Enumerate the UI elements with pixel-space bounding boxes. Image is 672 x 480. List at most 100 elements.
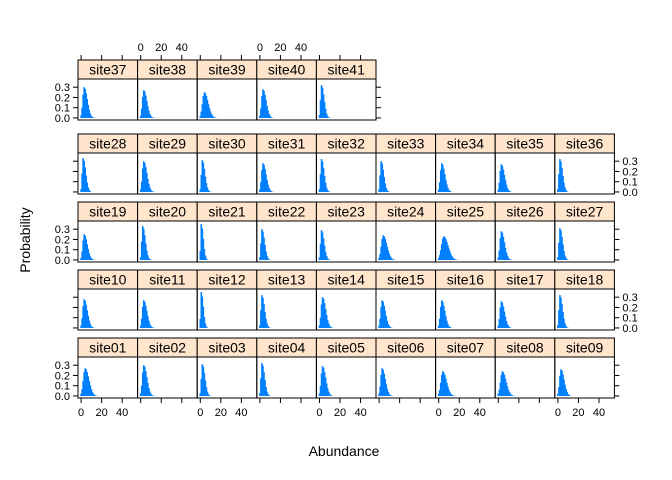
bars-site40	[259, 89, 281, 118]
panel-site20: site20	[137, 201, 198, 263]
panel-site32: site32	[315, 133, 377, 195]
bars-site22	[259, 229, 278, 260]
y-tick-label: 0.0	[622, 323, 637, 335]
x-axis-top-col-2: 0 20 40	[138, 42, 188, 60]
strip-label-site35: site35	[506, 136, 544, 152]
panel-site23: site23	[315, 201, 377, 263]
bars-site19	[80, 234, 103, 260]
panel-site35: site35	[494, 133, 556, 195]
strip-label-site33: site33	[387, 136, 425, 152]
strip-label-site13: site13	[268, 272, 306, 288]
strip-label-site02: site02	[149, 340, 187, 356]
x-tick-label: 20	[96, 407, 108, 419]
panel-site09: site09	[554, 337, 615, 399]
x-tick-label: 0	[436, 407, 442, 419]
strip-label-site01: site01	[89, 340, 127, 356]
y-tick-label: 0.1	[622, 177, 637, 189]
x-axis-title: Abundance	[309, 443, 380, 459]
y-axis-right-row-5	[614, 364, 620, 397]
strip-label-site25: site25	[447, 204, 485, 220]
panel-site05: site05	[315, 337, 377, 399]
x-tick-label: 40	[354, 407, 366, 419]
y-axis-left-row-5: 0.00.10.20.3	[55, 360, 78, 403]
y-axis-left-row-4	[73, 296, 78, 329]
bars-site05	[318, 366, 341, 396]
y-axis-right-row-4: 0.00.10.20.3	[614, 292, 638, 335]
bars-site35	[497, 164, 519, 192]
strip-label-site29: site29	[149, 136, 187, 152]
strip-label-site31: site31	[268, 136, 306, 152]
y-tick-label: 0.3	[55, 82, 70, 94]
x-tick-label: 0	[138, 42, 144, 54]
strip-label-site14: site14	[328, 272, 366, 288]
bars-site07	[437, 371, 465, 396]
x-tick-label: 20	[572, 407, 584, 419]
y-tick-label: 0.2	[622, 302, 637, 314]
strip-label-site28: site28	[89, 136, 127, 152]
panel-site37: site37	[77, 59, 139, 121]
strip-label-site23: site23	[328, 204, 366, 220]
panel-site01: site01	[77, 337, 139, 399]
panel-site25: site25	[435, 201, 496, 263]
strip-label-site38: site38	[149, 62, 187, 78]
y-axis-left-row-3: 0.00.10.20.3	[55, 224, 78, 267]
strip-label-site20: site20	[149, 204, 187, 220]
panel-border	[554, 152, 615, 195]
panel-site10: site10	[77, 269, 139, 331]
strip-label-site10: site10	[89, 272, 127, 288]
x-axis-top-col-1	[80, 55, 123, 60]
strip-label-site39: site39	[208, 62, 246, 78]
bars-site27	[557, 228, 576, 260]
x-tick-label: 0	[257, 42, 263, 54]
x-axis-bottom-col-1: 0 20 40	[78, 398, 128, 419]
strip-label-site21: site21	[208, 204, 246, 220]
bars-site02	[139, 365, 163, 396]
panel-border	[554, 220, 615, 263]
panel-site17: site17	[494, 269, 556, 331]
panel-site33: site33	[375, 133, 437, 195]
bars-site41	[318, 85, 336, 118]
y-tick-label: 0.3	[622, 156, 637, 168]
bars-site14	[318, 297, 341, 328]
bars-site08	[497, 371, 524, 396]
x-tick-label: 20	[155, 42, 167, 54]
panel-site30: site30	[196, 133, 258, 195]
panel-site07: site07	[435, 337, 496, 399]
strip-label-site30: site30	[208, 136, 246, 152]
bars-site29	[139, 161, 162, 192]
bars-site38	[139, 90, 162, 118]
y-axis-right-row-2: 0.00.10.20.3	[614, 156, 638, 199]
panel-site13: site13	[256, 269, 317, 331]
y-tick-label: 0.3	[55, 360, 70, 372]
panel-site03: site03	[196, 337, 258, 399]
strip-label-site11: site11	[149, 272, 186, 288]
strip-label-site15: site15	[387, 272, 425, 288]
y-tick-label: 0.2	[55, 92, 70, 104]
axes: 0.00.10.20.30.00.10.20.30.00.10.20.30.00…	[55, 42, 638, 419]
bars-site10	[80, 299, 103, 328]
strip-label-site24: site24	[387, 204, 425, 220]
x-axis-bottom-col-7: 0 20 40	[436, 398, 486, 419]
x-tick-label: 0	[78, 407, 84, 419]
bars-site21	[199, 224, 214, 260]
bars-site36	[557, 159, 575, 192]
panel-site22: site22	[256, 201, 317, 263]
x-tick-label: 40	[176, 42, 188, 54]
bars-site30	[199, 160, 217, 192]
panel-border	[315, 78, 377, 121]
strip-label-site36: site36	[566, 136, 604, 152]
panel-site28: site28	[77, 133, 139, 195]
y-axis-left-row-2	[73, 160, 78, 193]
bars-site20	[139, 226, 158, 260]
panel-site02: site02	[137, 337, 198, 399]
x-axis-bottom-col-3: 0 20 40	[197, 398, 248, 419]
y-tick-label: 0.0	[622, 187, 637, 199]
strip-label-site34: site34	[447, 136, 485, 152]
strip-label-site05: site05	[328, 340, 366, 356]
panel-site11: site11	[137, 269, 198, 331]
panel-site41: site41	[315, 59, 377, 121]
panel-site27: site27	[554, 201, 615, 263]
strip-label-site27: site27	[566, 204, 604, 220]
bars-site11	[139, 300, 163, 328]
bars-site33	[378, 161, 396, 192]
